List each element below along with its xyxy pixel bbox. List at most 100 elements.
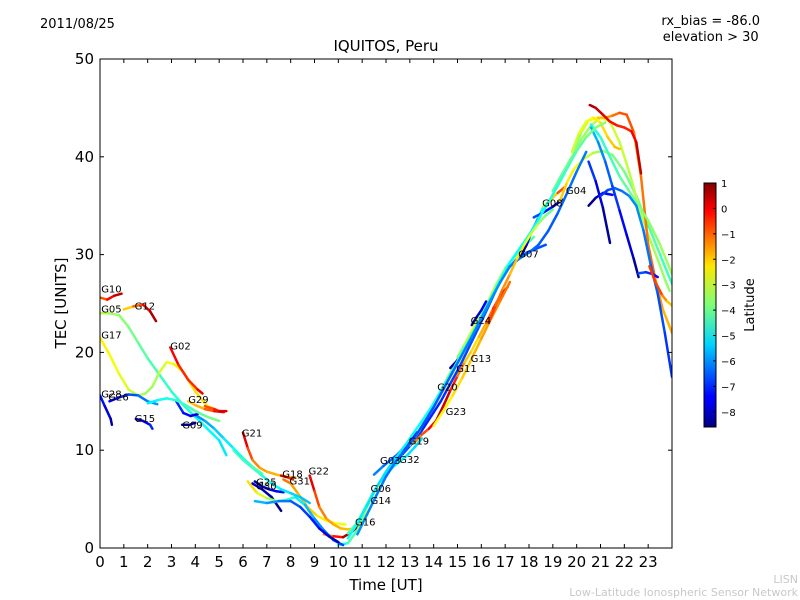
series-segment [518,243,528,260]
series-segment [487,304,497,325]
series-segment [303,503,316,520]
satellite-label-g05: G05 [101,304,121,315]
series-segment [258,466,269,473]
series-segment [289,482,300,495]
series-segment [289,499,302,509]
series-segment [372,464,385,476]
series-segment [608,155,621,178]
series-segment [618,140,631,173]
colorbar-bar [703,182,717,428]
satellite-label-g19: G19 [409,436,429,447]
colorbar-tick-label: −4 [721,306,736,317]
series-segment [184,403,197,413]
series-segment [480,298,493,320]
series-segment [606,192,614,197]
series-segment [430,400,443,418]
x-tick-label: 17 [496,553,515,571]
series-segment [105,294,116,301]
satellite-label-g26: G26 [108,392,128,403]
series-segment [618,175,631,193]
series-segment [441,370,454,391]
series-segment [332,523,342,530]
series-segment [596,140,607,163]
series-track-33 [588,103,643,175]
series-segment [203,404,216,411]
series-segment [127,393,140,397]
series-segment [618,209,628,237]
series-segment [146,357,161,377]
chart-title: IQUITOS, Peru [333,37,439,55]
x-axis-label: Time [UT] [348,576,422,594]
series-segment [365,486,378,508]
series-segment [601,113,612,123]
series-segment [546,212,559,233]
series-segment [113,292,123,297]
series-segment [313,490,321,509]
series-segment [169,346,180,367]
series-segment [589,116,602,127]
series-segment [432,385,445,405]
series-segment [246,446,254,462]
x-tick-label: 10 [329,553,348,571]
series-segment [646,224,662,256]
colorbar: 1 0 −1 −2 −3 −4 −5 −6 −7 −8 Latitude [703,179,758,428]
series-segment [477,321,488,339]
series-segment [451,353,464,374]
series-segment [556,191,569,215]
series-segment [298,495,311,505]
series-g24 [470,300,488,327]
series-segment [661,307,672,335]
series-segment [561,155,574,175]
series-segment [522,231,533,247]
series-segment [308,515,321,530]
series-track-51 [487,208,555,325]
satellite-label-g14: G14 [371,496,391,507]
series-segment [608,120,619,127]
series-segment [100,394,107,408]
colorbar-ticks: 1 0 −1 −2 −3 −4 −5 −6 −7 −8 [713,179,736,419]
satellite-label-g12: G12 [135,301,155,312]
series-segment [584,116,595,123]
colorbar-tick-label: 1 [721,179,727,190]
satellite-label-g24: G24 [471,316,491,327]
series-segment [375,470,388,489]
series-segment [594,121,607,129]
series-track-38 [599,186,672,379]
series-segment [146,399,159,405]
series-segment [627,194,638,207]
series-segment [365,493,378,516]
x-tick-label: 8 [286,553,296,571]
series-segment [480,300,488,312]
series-segment [246,480,259,495]
series-g18 [279,474,295,481]
series-track-40 [648,265,672,307]
series-segment [635,140,643,175]
series-segment [186,400,197,407]
series-segment [611,153,626,173]
series-segment [403,436,416,452]
series-segment [155,397,168,402]
series-segment [148,423,154,430]
x-tick-label: 20 [567,553,586,571]
series-segment [287,476,295,481]
series-segment [577,120,588,135]
series-segment [489,280,502,301]
series-segment [439,382,452,403]
series-segment [611,184,621,212]
series-segment [646,243,657,281]
satellite-label-g18: G18 [282,470,302,481]
series-segment [475,309,483,319]
series-segment [463,329,474,346]
series-segment [308,474,316,493]
series-segment [599,135,612,159]
satellite-label-g13: G13 [471,354,491,365]
series-g15 [134,417,154,430]
x-tick-label: 6 [238,553,248,571]
satellite-label-g30: G30 [256,481,276,492]
series-g13 [456,316,481,359]
series-segment [151,370,161,388]
series-segment [565,149,578,170]
series-segment [451,376,464,397]
